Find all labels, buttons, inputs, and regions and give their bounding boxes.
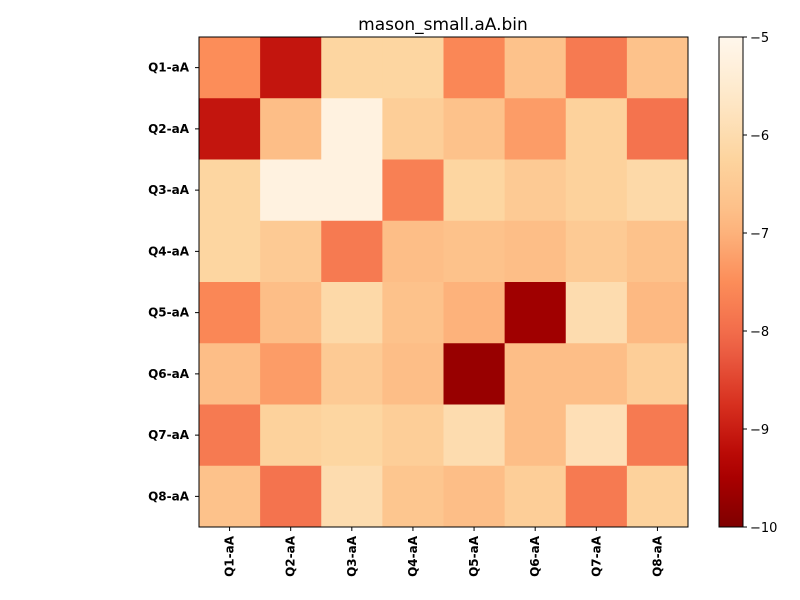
heatmap-cell-r2-c6 (504, 98, 567, 160)
heatmap-cell-r3-c2 (260, 159, 322, 222)
heatmap-cell-r3-c4 (382, 159, 444, 222)
colorbar-axis: −5 −6 −7 −8 −9 −10 (743, 31, 777, 536)
heatmap-cell-r4-c1 (199, 220, 261, 283)
heatmap-cell-r1-c2 (260, 37, 322, 99)
heatmap-cell-r8-c7 (565, 465, 628, 528)
heatmap-cell-r5-c5 (443, 282, 506, 344)
y-tick-label: Q8-aA (148, 489, 190, 503)
x-tick-label: Q8-aA (650, 535, 664, 577)
heatmap-cell-r8-c4 (382, 465, 444, 528)
heatmap-cell-r3-c1 (199, 159, 261, 222)
x-axis: Q1-aA Q2-aA Q3-aA Q4-aA Q5-aA Q6-aA Q7-aA Q8-aA (223, 527, 664, 577)
colorbar (718, 36, 744, 528)
heatmap-cell-r4-c8 (626, 220, 689, 283)
heatmap-cell-r6-c3 (321, 343, 383, 405)
heatmap-cell-r4-c7 (565, 220, 628, 283)
x-tick-label: Q5-aA (467, 535, 481, 577)
heatmap-cell-r6-c8 (626, 343, 689, 405)
heatmap-cell-r7-c8 (626, 404, 689, 467)
heatmap-cells (199, 37, 689, 528)
heatmap-cell-r8-c5 (443, 465, 506, 528)
heatmap-cell-r7-c3 (321, 404, 383, 467)
heatmap-cell-r3-c6 (504, 159, 567, 222)
heatmap-cell-r8-c1 (199, 465, 261, 528)
heatmap-cell-r8-c6 (504, 465, 567, 528)
heatmap-cell-r6-c6 (504, 343, 567, 405)
plot-frame (198, 36, 689, 528)
heatmap-cell-r7-c4 (382, 404, 444, 467)
heatmap-cell-r2-c7 (565, 98, 628, 160)
y-tick-label: Q5-aA (148, 306, 190, 320)
heatmap-cell-r4-c4 (382, 220, 444, 283)
heatmap-cell-r7-c6 (504, 404, 567, 467)
heatmap-cell-r5-c6 (504, 282, 567, 344)
heatmap-cell-r3-c8 (626, 159, 689, 222)
y-axis: Q1-aA Q2-aA Q3-aA Q4-aA Q5-aA Q6-aA Q7-aA Q8-aA (148, 61, 199, 503)
heatmap-cell-r2-c5 (443, 98, 506, 160)
heatmap-cell-r8-c3 (321, 465, 383, 528)
heatmap-cell-r6-c4 (382, 343, 444, 405)
y-tick-label: Q2-aA (148, 122, 190, 136)
heatmap-cell-r6-c5 (443, 343, 506, 405)
x-tick-label: Q6-aA (528, 535, 542, 577)
y-tick-label: Q7-aA (148, 428, 190, 442)
heatmap-cell-r6-c1 (199, 343, 261, 405)
y-tick-label: Q4-aA (148, 244, 190, 258)
heatmap-cell-r2-c8 (626, 98, 689, 160)
x-tick-label: Q1-aA (223, 535, 237, 577)
heatmap-cell-r8-c8 (626, 465, 689, 528)
heatmap-cell-r7-c1 (199, 404, 261, 467)
heatmap-cell-r1-c7 (565, 37, 628, 99)
heatmap-cell-r2-c4 (382, 98, 444, 160)
heatmap-cell-r3-c5 (443, 159, 506, 222)
x-tick-label: Q7-aA (589, 535, 603, 577)
x-tick-label: Q4-aA (406, 535, 420, 577)
heatmap-cell-r7-c2 (260, 404, 322, 467)
heatmap-cell-r1-c4 (382, 37, 444, 99)
heatmap-cell-r1-c6 (504, 37, 567, 99)
heatmap-cell-r5-c4 (382, 282, 444, 344)
heatmap-cell-r4-c3 (321, 220, 383, 283)
heatmap-cell-r2-c2 (260, 98, 322, 160)
heatmap-cell-r5-c2 (260, 282, 322, 344)
heatmap-cell-r5-c3 (321, 282, 383, 344)
heatmap-cell-r6-c7 (565, 343, 628, 405)
colorbar-tick-label: −5 (750, 31, 769, 46)
heatmap-cell-r3-c3 (321, 159, 383, 222)
heatmap-cell-r5-c7 (565, 282, 628, 344)
heatmap-cell-r5-c8 (626, 282, 689, 344)
y-tick-label: Q6-aA (148, 367, 190, 381)
chart-title: mason_small.aA.bin (358, 15, 528, 35)
y-tick-label: Q3-aA (148, 183, 190, 197)
x-tick-label: Q3-aA (345, 535, 359, 577)
colorbar-tick-label: −6 (750, 129, 769, 144)
heatmap-cell-r5-c1 (199, 282, 261, 344)
heatmap-cell-r1-c8 (626, 37, 689, 99)
heatmap-cell-r2-c3 (321, 98, 383, 160)
heatmap-cell-r8-c2 (260, 465, 322, 528)
heatmap-cell-r4-c2 (260, 220, 322, 283)
heatmap-cell-r1-c1 (199, 37, 261, 99)
colorbar-tick-label: −10 (750, 521, 777, 536)
heatmap-cell-r2-c1 (199, 98, 261, 160)
colorbar-tick-label: −9 (750, 423, 769, 438)
heatmap-cell-r4-c6 (504, 220, 567, 283)
heatmap-cell-r3-c7 (565, 159, 628, 222)
heatmap-cell-r7-c7 (565, 404, 628, 467)
colorbar-tick-label: −8 (750, 325, 769, 340)
heatmap-cell-r6-c2 (260, 343, 322, 405)
heatmap-cell-r7-c5 (443, 404, 506, 467)
heatmap-cell-r4-c5 (443, 220, 506, 283)
heatmap-cell-r1-c5 (443, 37, 506, 99)
x-tick-label: Q2-aA (284, 535, 298, 577)
colorbar-tick-label: −7 (750, 227, 769, 242)
y-tick-label: Q1-aA (148, 61, 190, 75)
heatmap-cell-r1-c3 (321, 37, 383, 99)
